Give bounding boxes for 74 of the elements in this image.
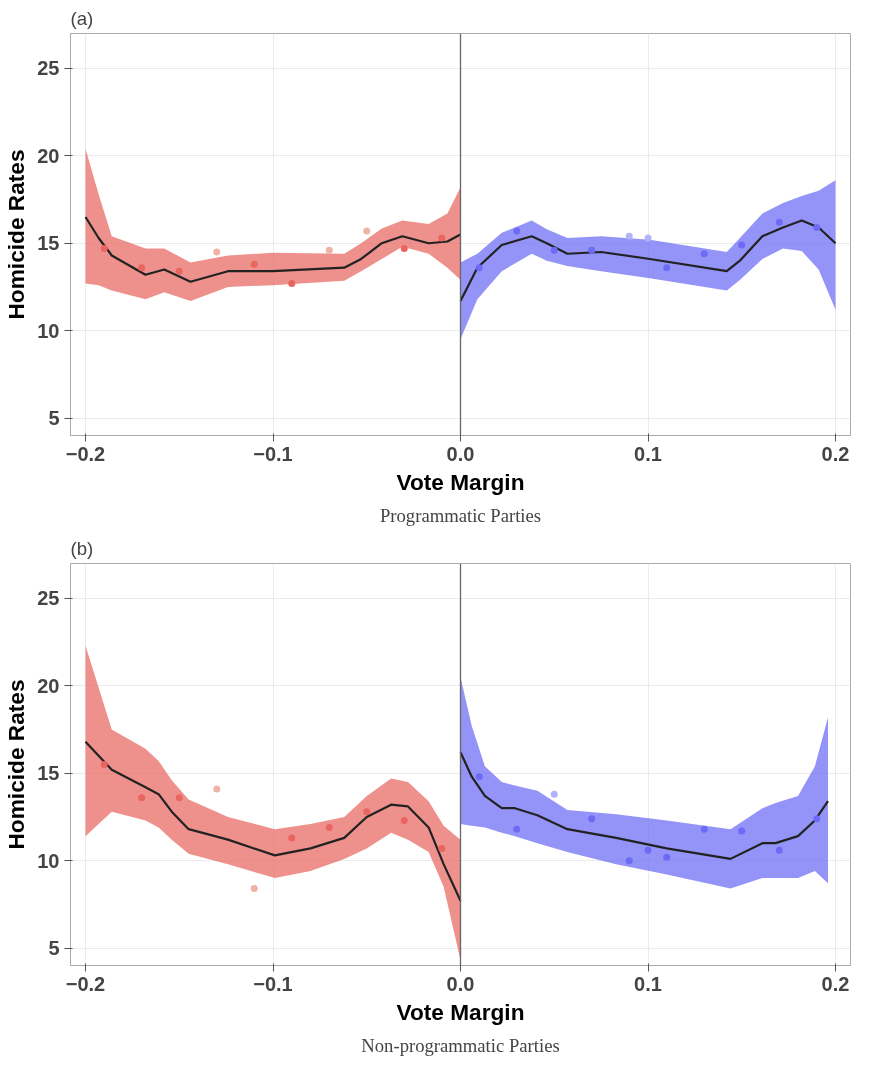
line-series — [84, 740, 462, 902]
text: Non-programmatic Parties — [361, 1034, 560, 1056]
y-axis-title: Homicide Rates — [3, 149, 30, 320]
point — [588, 815, 596, 823]
point — [400, 244, 408, 252]
point — [588, 246, 596, 254]
text: Programmatic Parties — [379, 504, 542, 526]
y-tick-label: 10 — [37, 319, 60, 342]
point — [625, 232, 633, 240]
point — [213, 248, 221, 256]
x-tick-label: −0.2 — [65, 442, 106, 465]
text: (b) — [70, 537, 94, 559]
point — [738, 827, 746, 835]
x-tick-label: 0.1 — [634, 972, 662, 995]
x-axis-title: Vote Margin — [396, 468, 525, 495]
y-tick-label: 20 — [37, 144, 60, 167]
line-series — [84, 215, 462, 283]
x-tick-label: 0.2 — [821, 442, 850, 465]
y-tick-label: 15 — [37, 232, 60, 255]
y-axis-title: Homicide Rates — [3, 679, 30, 850]
x-tick-label: −0.2 — [65, 972, 106, 995]
point — [738, 241, 746, 249]
y-tick-label: 10 — [37, 849, 60, 872]
line-series — [459, 751, 830, 860]
x-tick-label: 0.1 — [634, 442, 662, 465]
point — [813, 224, 821, 231]
point — [644, 846, 652, 854]
point — [550, 246, 558, 254]
point — [475, 264, 483, 272]
point — [513, 227, 521, 235]
y-tick-label: 20 — [37, 674, 60, 697]
point — [175, 794, 183, 802]
point — [775, 218, 783, 226]
point — [325, 823, 333, 831]
point — [138, 264, 146, 272]
point — [100, 244, 108, 252]
x-tick-label: 0.2 — [821, 972, 850, 995]
x-tick-label: −0.1 — [253, 972, 293, 995]
text: (a) — [70, 7, 94, 29]
y-tick-label: 5 — [48, 407, 60, 430]
point — [288, 834, 296, 842]
point — [475, 773, 483, 781]
point — [813, 815, 821, 823]
point — [250, 885, 258, 893]
point — [438, 844, 446, 852]
point — [663, 853, 671, 861]
y-tick-label: 25 — [37, 587, 60, 610]
point — [325, 246, 333, 254]
point — [663, 264, 671, 272]
point — [625, 857, 633, 865]
line-series — [459, 219, 837, 303]
point — [700, 250, 708, 258]
x-tick-label: 0.0 — [446, 442, 475, 465]
x-tick-label: 0.0 — [446, 972, 475, 995]
point — [700, 825, 708, 833]
point — [138, 794, 146, 802]
point — [288, 279, 296, 287]
x-axis-title: Vote Margin — [396, 998, 525, 1025]
point — [363, 227, 371, 235]
point — [644, 234, 652, 242]
point — [550, 790, 558, 798]
point — [438, 234, 446, 242]
y-tick-label: 25 — [37, 57, 60, 80]
point — [400, 816, 408, 824]
point — [100, 761, 108, 768]
point — [250, 260, 258, 268]
point — [175, 267, 183, 275]
point — [213, 785, 221, 793]
point — [363, 808, 371, 816]
y-tick-label: 5 — [48, 937, 60, 960]
x-tick-label: −0.1 — [253, 442, 293, 465]
y-tick-label: 15 — [37, 762, 60, 785]
point — [513, 825, 521, 833]
point — [775, 846, 783, 854]
